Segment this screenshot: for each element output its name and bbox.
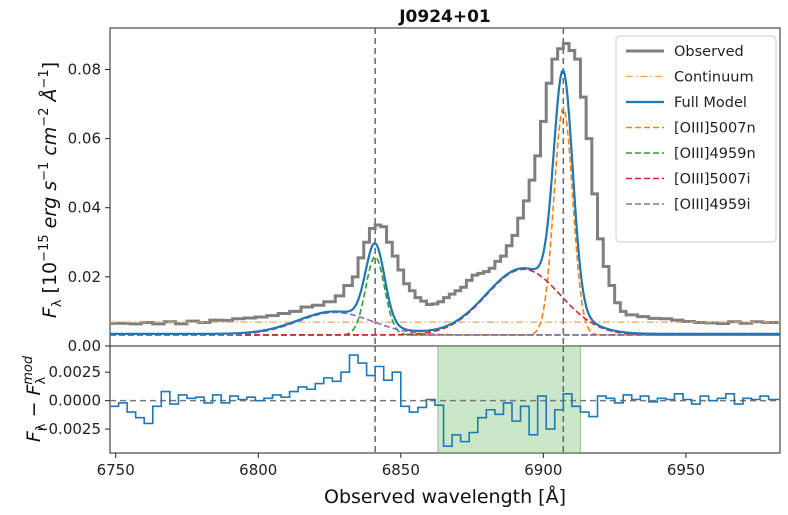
x-tick-label: 6950 [667, 461, 705, 479]
y-axis-label-top: Fλ [10−15 erg s−1 cm−2 Å−1] [37, 62, 65, 318]
legend-label: [OIII]5007n [674, 121, 756, 137]
legend-label: [OIII]5007i [674, 172, 751, 188]
y-tick-label-top: 0.00 [68, 337, 101, 355]
x-tick-label: 6750 [97, 461, 135, 479]
y-tick-label-top: 0.06 [68, 130, 101, 148]
x-tick-label: 6800 [239, 461, 277, 479]
y-axis-label-bottom: Fλ − Fλmod [21, 355, 49, 442]
y-tick-label-bottom: −0.0025 [36, 420, 101, 438]
svg-text:Fλ [10−15 erg s−1 cm−2 Å−1]: Fλ [10−15 erg s−1 cm−2 Å−1] [37, 62, 65, 318]
y-tick-label-bottom: 0.0025 [49, 363, 102, 381]
series-observed [110, 42, 780, 326]
legend-label: Continuum [674, 70, 754, 86]
svg-text:Fλ − Fλmod: Fλ − Fλmod [21, 355, 49, 442]
x-tick-label: 6850 [382, 461, 420, 479]
x-tick-label: 6900 [524, 461, 562, 479]
legend-label: Full Model [674, 95, 747, 111]
legend-label: [OIII]4959i [674, 197, 751, 213]
x-axis-label: Observed wavelength [Å] [324, 485, 566, 508]
legend-box [615, 35, 777, 243]
chart-title: J0924+01 [398, 7, 491, 27]
y-tick-label-top: 0.04 [68, 199, 101, 217]
series-residual [110, 354, 780, 447]
series-full-model [110, 68, 780, 335]
bottom-plot-area [110, 346, 780, 453]
shaded-region [437, 346, 581, 453]
y-tick-label-top: 0.02 [68, 268, 101, 286]
axes-text-group: 6750 6800 6850 6900 6950 0.00 0.02 0.04 0.06 0.08… [36, 60, 705, 479]
y-tick-label-bottom: 0.0000 [49, 392, 102, 410]
legend-label: [OIII]4959n [674, 146, 756, 162]
y-tick-label-top: 0.08 [68, 60, 101, 78]
top-plot-area [110, 28, 780, 346]
legend-label: Observed [674, 44, 744, 60]
legend: Observed Continuum Full Model [OIII]5007n [O… [615, 35, 777, 243]
